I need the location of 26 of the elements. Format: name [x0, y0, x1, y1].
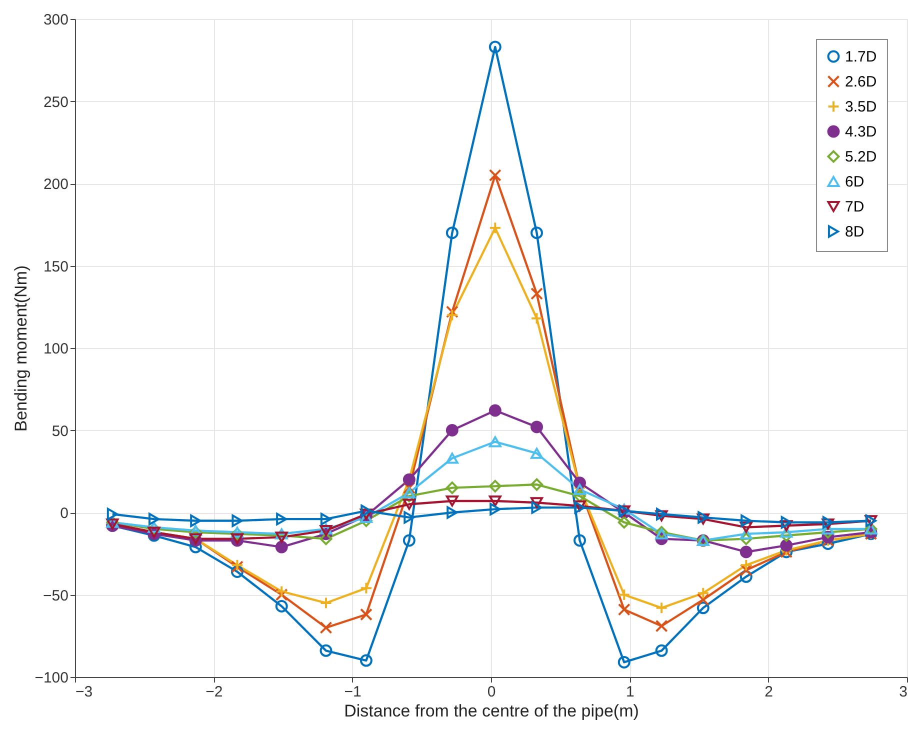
y-tick-label: 150: [43, 258, 68, 276]
x-tick-label: 1: [626, 684, 634, 700]
x-tick-label: −3: [76, 684, 93, 700]
legend-label: 4.3D: [845, 124, 877, 140]
x-tick-label: 2: [764, 684, 774, 700]
legend-label: 3.5D: [845, 98, 877, 116]
y-tick-label: 300: [43, 12, 68, 28]
y-tick-label: −50: [43, 587, 68, 604]
x-tick-label: 0: [487, 684, 496, 700]
x-tick-label: −1: [344, 684, 362, 700]
y-tick-label: 50: [52, 422, 68, 440]
x-tick-label: 3: [899, 684, 908, 700]
legend-label: 5.2D: [845, 148, 877, 166]
y-tick-label: 250: [43, 94, 68, 111]
legend-label: 1.7D: [845, 48, 877, 66]
y-tick-label: −100: [34, 670, 68, 686]
y-axis-title: Bending moment(Nm): [12, 265, 31, 432]
y-tick-label: 100: [43, 340, 68, 358]
x-axis-title: Distance from the centre of the pipe(m): [344, 702, 639, 720]
x-tick-label: −2: [206, 684, 223, 700]
y-tick-label: 0: [60, 505, 68, 522]
y-tick-label: 200: [43, 176, 68, 193]
legend-label: 6D: [845, 174, 864, 190]
legend-label: 7D: [845, 198, 864, 216]
legend-label: 2.6D: [845, 74, 877, 90]
legend-label: 8D: [845, 224, 864, 240]
